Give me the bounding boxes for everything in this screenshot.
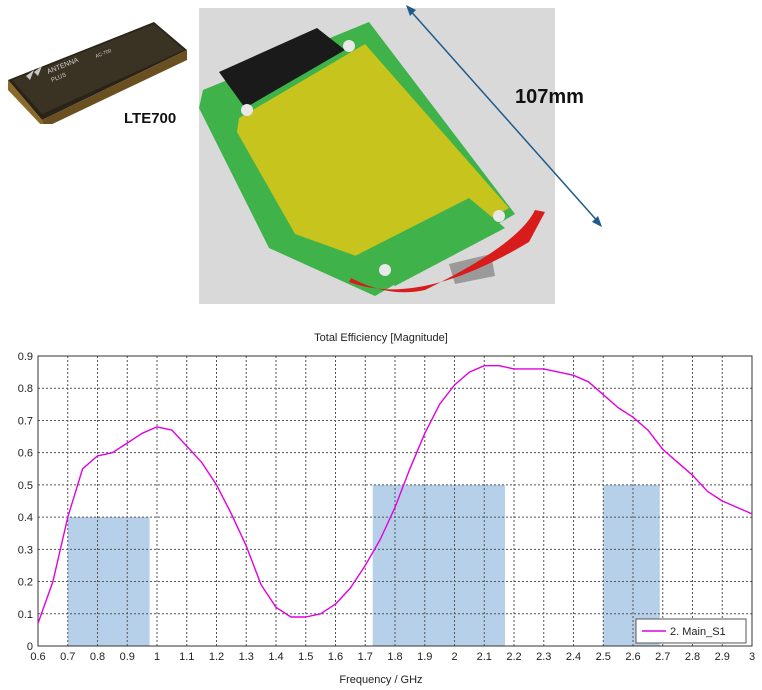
x-tick-label: 1.3 (239, 651, 254, 663)
y-tick-label: 0.8 (18, 383, 33, 395)
dimension-arrow (406, 5, 602, 227)
x-tick-label: 0.8 (90, 651, 105, 663)
x-tick-label: 2 (451, 651, 457, 663)
pcb-board-image (199, 22, 545, 296)
side-antenna-trace (349, 210, 545, 293)
legend: 2. Main_S1 (635, 618, 747, 644)
chip-caption: LTE700 (124, 110, 177, 127)
y-tick-label: 0.2 (18, 577, 33, 589)
x-tick-label: 1.1 (179, 651, 194, 663)
x-tick-label: 1.9 (417, 651, 432, 663)
band-2 (372, 484, 506, 646)
antenna-chip-image: ANTENNA PLUS AC-700 (8, 22, 187, 124)
legend-label: 2. Main_S1 (670, 626, 726, 638)
x-tick-label: 0.9 (120, 651, 135, 663)
tick-labels: 0.6 0.7 0.8 0.9 1 1.1 1.2 1.3 1.4 1.5 1.6 1.7 1.8 1.9… (18, 351, 755, 663)
x-tick-label: 2.8 (685, 651, 700, 663)
x-tick-label: 0.7 (60, 651, 75, 663)
y-tick-label: 0.1 (18, 609, 33, 621)
x-tick-label: 1.7 (358, 651, 373, 663)
x-tick-label: 2.7 (655, 651, 670, 663)
y-tick-label: 0.6 (18, 448, 33, 460)
chip-logo-icon (26, 66, 42, 80)
y-tick-label: 0.9 (18, 351, 33, 363)
x-tick-label: 2.9 (715, 651, 730, 663)
connector-block (219, 28, 345, 108)
efficiency-chart: 0.6 0.7 0.8 0.9 1 1.1 1.2 1.3 1.4 1.5 1.6 1.7 1.8 1.9… (18, 351, 755, 663)
plot-frame (37, 355, 753, 647)
x-tick-label: 1.8 (387, 651, 402, 663)
band-1 (67, 517, 150, 646)
series-line-1 (37, 365, 753, 624)
dimension-label: 107mm (515, 86, 584, 108)
x-tick-label: 1.4 (268, 651, 283, 663)
y-tick-label: 0 (27, 641, 33, 653)
x-tick-label: 2.6 (625, 651, 640, 663)
y-tick-label: 0.7 (18, 415, 33, 427)
x-tick-label: 0.6 (30, 651, 45, 663)
x-tick-label: 2.5 (596, 651, 611, 663)
chart-title: Total Efficiency [Magnitude] (314, 332, 448, 344)
x-axis-title: Frequency / GHz (339, 674, 423, 686)
series-layer (37, 365, 753, 624)
x-tick-label: 2.3 (536, 651, 551, 663)
y-tick-label: 0.4 (18, 512, 33, 524)
x-tick-label: 1 (154, 651, 160, 663)
x-tick-label: 2.1 (477, 651, 492, 663)
y-tick-label: 0.3 (18, 544, 33, 556)
figure-images: ANTENNA PLUS AC-700 LTE700 107mm (0, 0, 762, 320)
x-tick-label: 1.5 (298, 651, 313, 663)
y-tick-label: 0.5 (18, 480, 33, 492)
x-tick-label: 1.6 (328, 651, 343, 663)
x-tick-label: 2.2 (506, 651, 521, 663)
grid-layer (37, 355, 753, 647)
chip-marking-2: PLUS (51, 72, 68, 83)
x-tick-label: 1.2 (209, 651, 224, 663)
x-tick-label: 2.4 (566, 651, 581, 663)
x-tick-label: 3 (749, 651, 755, 663)
chip-marking-3: AC-700 (95, 48, 113, 60)
